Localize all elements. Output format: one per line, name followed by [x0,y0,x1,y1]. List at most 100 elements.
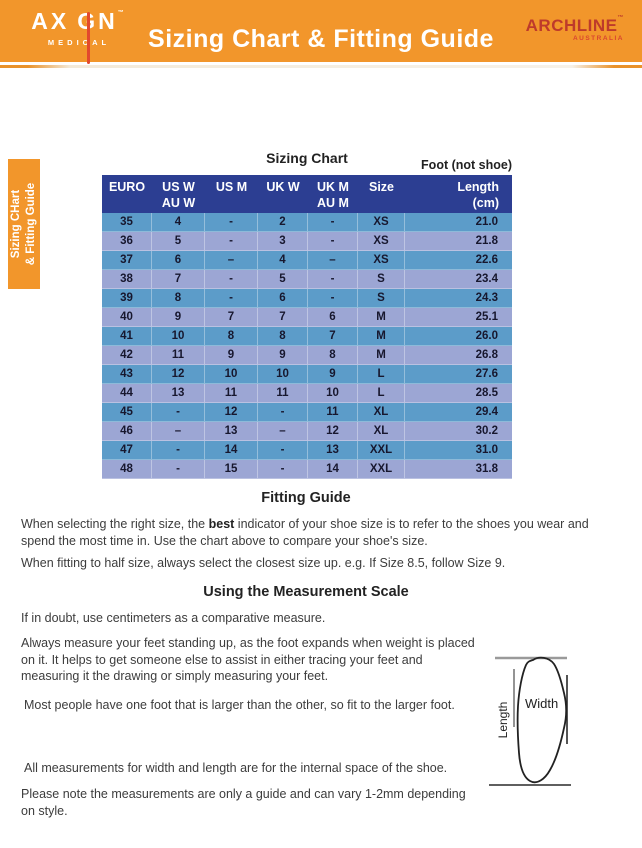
foot-not-shoe-label: Foot (not shoe) [421,158,512,172]
width-label: Width [525,696,558,711]
table-cell: 11 [258,384,308,403]
table-cell: - [152,403,205,422]
table-cell: 7 [205,308,258,327]
foot-measurement-diagram: Width Length [487,648,640,791]
side-tab-label: Sizing CHart & Fitting Guide [9,161,39,287]
table-cell: - [308,232,358,251]
table-cell: – [258,422,308,441]
table-cell: 10 [258,365,308,384]
table-cell: 8 [258,327,308,346]
table-cell: 11 [205,384,258,403]
table-cell: 13 [152,384,205,403]
table-cell: 7 [258,308,308,327]
header-bar: AX GN™ MEDICAL Sizing Chart & Fitting Gui… [0,0,642,64]
table-row: 44 13 11 11 10 L 28.5 [102,384,512,403]
table-cell: – [205,251,258,270]
table-cell: XS [358,251,405,270]
measurement-scale-heading: Using the Measurement Scale [203,584,409,600]
table-cell: 31.0 [405,441,512,460]
p1-after: indicator of your shoe size is to refer … [21,517,589,548]
axign-part2: GN [77,8,118,34]
table-cell: - [258,441,308,460]
table-row: 37 6–4– XS 22.6 [102,251,512,270]
table-cell: – [308,251,358,270]
archline-logo: ARCHLINE™ AUSTRALIA [526,15,624,42]
table-cell: XS [358,213,405,232]
table-row: 46–13–12 XL 30.2 [102,422,512,441]
table-cell: 39 [102,289,152,308]
column-header: UK W [266,180,300,194]
table-cell: L [358,384,405,403]
side-tab-line2: & Fitting Guide [25,182,37,266]
table-cell: 31.8 [405,460,512,479]
column-header: US M [215,180,248,194]
table-cell: 26.8 [405,346,512,365]
table-row: 38 7-5- S 23.4 [102,270,512,289]
table-cell: 21.0 [405,213,512,232]
table-cell: 10 [152,327,205,346]
table-cell: - [152,460,205,479]
axign-medical-label: MEDICAL [47,37,111,47]
table-cell: 6 [308,308,358,327]
table-cell: 8 [308,346,358,365]
sizing-chart-title: Sizing Chart [266,150,348,166]
table-row: 35 4-2- XS 21.0 [102,213,512,232]
p1-bold-word: best [208,517,235,531]
table-cell: 4 [152,213,205,232]
table-body: 35 4-2- XS 21.0 36 5-3- XS 21.8 37 6–4– XS 22.6 38 7-… [102,213,512,479]
table-cell: M [358,327,405,346]
table-row: 45-12-11 XL 29.4 [102,403,512,422]
table-cell: 21.8 [405,232,512,251]
table-cell: 3 [258,232,308,251]
table-cell: 10 [205,365,258,384]
table-cell: 14 [308,460,358,479]
table-cell: 35 [102,213,152,232]
table-row: 47-14-13 XXL 31.0 [102,441,512,460]
table-cell: 11 [152,346,205,365]
column-header: UK M AU M [317,180,349,211]
table-cell: - [205,232,258,251]
table-cell: 5 [152,232,205,251]
table-cell: 45 [102,403,152,422]
table-row: 41 10 8 8 7 M 26.0 [102,327,512,346]
table-cell: – [152,422,205,441]
axign-tm: ™ [117,10,127,16]
table-cell: - [308,289,358,308]
table-cell: 36 [102,232,152,251]
archline-australia-label: AUSTRALIA [572,35,624,42]
table-cell: 13 [205,422,258,441]
table-cell: 23.4 [405,270,512,289]
table-cell: 9 [152,308,205,327]
table-row: 40 9 7 7 6 M 25.1 [102,308,512,327]
table-cell: 9 [258,346,308,365]
foot-outline-icon: Width Length [489,656,571,786]
table-row: 42 11 9 9 8 M 26.8 [102,346,512,365]
table-cell: 2 [258,213,308,232]
table-cell: 12 [308,422,358,441]
table-row: 48-15-14 XXL 31.8 [102,460,512,479]
table-cell: 43 [102,365,152,384]
table-cell: XL [358,403,405,422]
column-header: EURO [108,180,146,194]
table-cell: 29.4 [405,403,512,422]
table-cell: 8 [152,289,205,308]
table-cell: XXL [358,460,405,479]
table-cell: 26.0 [405,327,512,346]
table-cell: 12 [152,365,205,384]
side-tab: Sizing CHart & Fitting Guide [8,159,40,289]
table-cell: - [205,270,258,289]
table-cell: 7 [308,327,358,346]
table-row: 36 5-3- XS 21.8 [102,232,512,251]
table-cell: 9 [205,346,258,365]
table-cell: S [358,289,405,308]
table-cell: 12 [205,403,258,422]
table-cell: XXL [358,441,405,460]
table-header-row: EURO US W AU W US M UK W UK M AU M Size Length (c… [102,175,512,213]
column-header: US W AU W [161,180,196,211]
table-cell: 5 [258,270,308,289]
table-cell: 42 [102,346,152,365]
table-cell: 41 [102,327,152,346]
table-cell: - [258,460,308,479]
table-cell: - [308,213,358,232]
table-cell: XL [358,422,405,441]
